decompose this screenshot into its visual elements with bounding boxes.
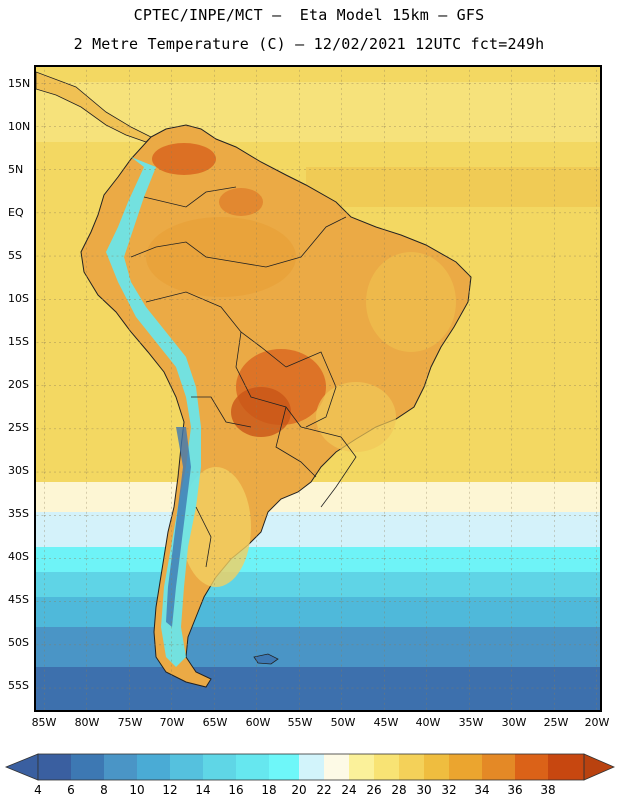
colorbar-label: 38 [540,783,556,797]
colorbar-label: 18 [261,783,277,797]
colorbar-segment [349,754,374,780]
map-panel [34,65,602,712]
lat-label: 30S [8,464,29,477]
lat-label: 5N [8,163,24,176]
map-title-line2: 2 Metre Temperature (C) – 12/02/2021 12U… [73,35,545,53]
colorbar-label: 10 [129,783,145,797]
colorbar-segment [299,754,324,780]
colorbar-label: 12 [162,783,178,797]
colorbar-label: 34 [474,783,490,797]
lon-label: 50W [330,716,356,729]
lat-label: 5S [8,249,22,262]
colorbar-segment [236,754,269,780]
colorbar-label: 14 [195,783,211,797]
colorbar-label: 4 [34,783,42,797]
lon-label: 80W [74,716,100,729]
graticule-grid [36,67,600,710]
lon-label: 70W [159,716,185,729]
colorbar-label: 24 [341,783,357,797]
colorbar-label: 16 [228,783,244,797]
colorbar-label: 30 [416,783,432,797]
lat-label: 55S [8,679,29,692]
lat-label: 10N [8,120,31,133]
lat-label: 15N [8,77,31,90]
colorbar-segment [38,754,71,780]
lon-label: 75W [117,716,143,729]
lon-label: 40W [415,716,441,729]
lat-label: 20S [8,378,29,391]
colorbar-segment [71,754,104,780]
lon-label: 25W [543,716,569,729]
colorbar-label: 8 [100,783,108,797]
colorbar-label: 32 [441,783,457,797]
colorbar-segment [137,754,170,780]
lon-label: 45W [373,716,399,729]
colorbar-frame [37,753,585,781]
colorbar-segment [374,754,399,780]
map-title-line1: CPTEC/INPE/MCT – Eta Model 15km – GFS [133,6,485,24]
lat-label: 50S [8,636,29,649]
lat-label: 40S [8,550,29,563]
colorbar-segment [449,754,482,780]
colorbar-label: 26 [366,783,382,797]
colorbar-label: 20 [291,783,307,797]
lon-label: 30W [501,716,527,729]
colorbar-segment [482,754,515,780]
lon-label: 55W [287,716,313,729]
colorbar-segment [203,754,236,780]
lat-label: 15S [8,335,29,348]
colorbar-segment [324,754,349,780]
temperature-map [36,67,600,710]
lon-label: 20W [584,716,610,729]
lon-label: 60W [245,716,271,729]
colorbar-segment [104,754,137,780]
lat-label: 10S [8,292,29,305]
colorbar-label: 6 [67,783,75,797]
colorbar-segment [399,754,424,780]
colorbar-label: 28 [391,783,407,797]
lat-label: EQ [8,206,24,219]
colorbar-segment [269,754,299,780]
colorbar-segment [170,754,203,780]
colorbar-segment [515,754,548,780]
lat-label: 45S [8,593,29,606]
lon-label: 85W [31,716,57,729]
colorbar-label: 36 [507,783,523,797]
lat-label: 25S [8,421,29,434]
lon-label: 35W [458,716,484,729]
colorbar-segment [548,754,584,780]
colorbar-low-arrow [4,753,39,781]
colorbar-segment [424,754,449,780]
lon-label: 65W [202,716,228,729]
colorbar-label: 22 [316,783,332,797]
colorbar [4,753,616,781]
colorbar-high-arrow [583,753,616,781]
lat-label: 35S [8,507,29,520]
